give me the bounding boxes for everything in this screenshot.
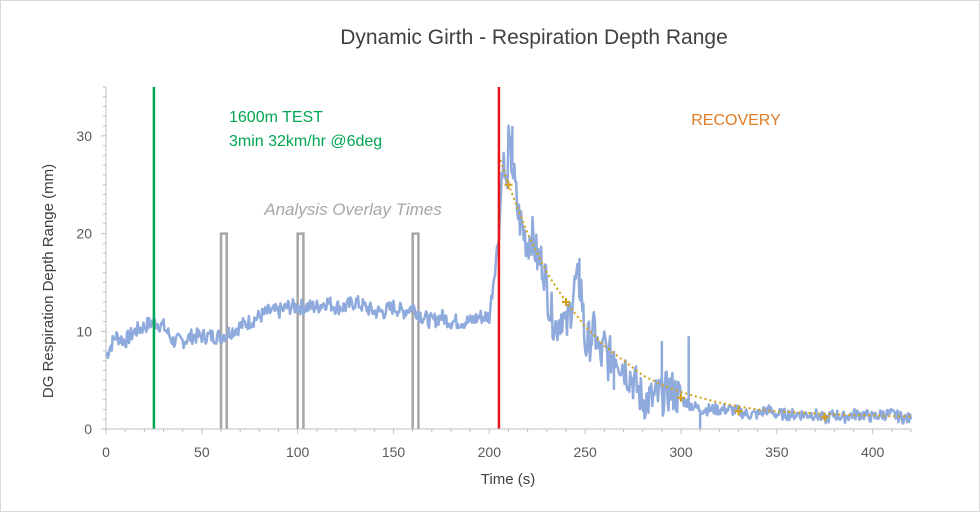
- overlay-pulse: [219, 232, 228, 429]
- x-tick-label: 350: [765, 444, 789, 460]
- x-tick-label: 400: [861, 444, 885, 460]
- trend-marker: [504, 180, 513, 189]
- respiration-series-line: [104, 124, 913, 425]
- test-annotation-line2: 3min 32km/hr @6deg: [229, 133, 382, 150]
- recovery-annotation: RECOVERY: [691, 112, 781, 129]
- x-tick-label: 300: [669, 444, 693, 460]
- test-annotation-line1: 1600m TEST: [229, 109, 323, 126]
- x-tick-label: 0: [102, 444, 110, 460]
- overlay-annotation: Analysis Overlay Times: [263, 200, 442, 219]
- x-tick-label: 100: [286, 444, 310, 460]
- chart-title: Dynamic Girth - Respiration Depth Range: [340, 26, 728, 49]
- overlay-pulse: [411, 232, 420, 429]
- y-tick-label: 20: [76, 226, 92, 242]
- overlay-pulse: [296, 232, 305, 429]
- x-tick-label: 250: [573, 444, 597, 460]
- x-tick-label: 200: [478, 444, 502, 460]
- trend-marker: [677, 393, 685, 402]
- recovery-trend-line: [497, 155, 911, 418]
- trend-marker: [562, 297, 570, 306]
- y-tick-label: 0: [84, 421, 92, 437]
- y-tick-label: 10: [76, 323, 92, 339]
- y-tick-label: 30: [76, 128, 92, 144]
- y-axis-title: DG Respiration Depth Range (mm): [40, 164, 57, 398]
- x-tick-label: 150: [382, 444, 406, 460]
- x-tick-label: 50: [194, 444, 210, 460]
- x-axis-title: Time (s): [481, 471, 535, 488]
- trend-marker: [734, 407, 743, 416]
- plot-area: [104, 87, 913, 429]
- trend-marker: [820, 413, 829, 422]
